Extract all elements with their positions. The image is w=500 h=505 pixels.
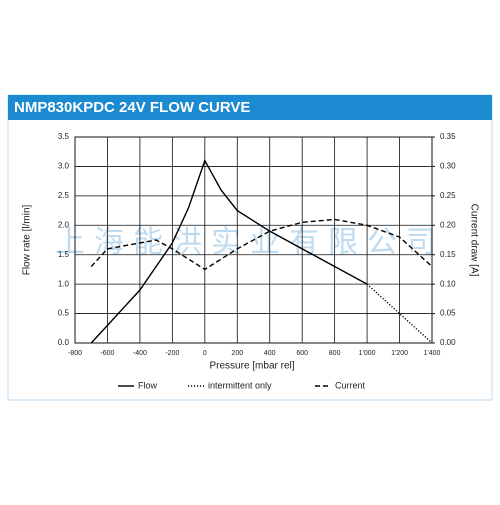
y-tick-label: 1.0 (58, 279, 70, 288)
x-tick-label: 1'000 (359, 350, 376, 357)
watermark: 上海能洪实业有限公司 (55, 226, 445, 259)
x-tick-label: -400 (133, 350, 147, 357)
y-tick-label: 1.5 (58, 250, 70, 259)
x-tick-label: 400 (264, 350, 276, 357)
x-tick-label: 800 (329, 350, 341, 357)
y2-tick-label: 0.30 (440, 162, 456, 171)
y-tick-label: 2.5 (58, 191, 70, 200)
y2-tick-label: 0.25 (440, 191, 456, 200)
x-tick-label: 200 (231, 350, 243, 357)
x-tick-label: -800 (68, 350, 82, 357)
y2-tick-label: 0.35 (440, 132, 456, 141)
legend-label: Current (335, 380, 366, 390)
series-line (366, 283, 433, 344)
legend-label: intermittent only (208, 380, 272, 390)
x-axis-label: Pressure [mbar rel] (209, 361, 294, 372)
y2-tick-label: 0.05 (440, 309, 456, 318)
x-tick-label: 0 (203, 350, 207, 357)
x-tick-label: -600 (100, 350, 114, 357)
chart-title: NMP830KPDC 24V FLOW CURVE (14, 99, 250, 116)
series-line (90, 218, 433, 271)
x-tick-label: -200 (165, 350, 179, 357)
y2-tick-label: 0.00 (440, 338, 456, 347)
x-tick-label: 1'200 (391, 350, 408, 357)
y-axis-label: Flow rate [l/min] (22, 204, 33, 275)
legend-label: Flow (138, 380, 158, 390)
y2-axis-label: Current draw [A] (468, 204, 479, 277)
y-tick-label: 0.5 (58, 309, 70, 318)
y2-tick-label: 0.10 (440, 279, 456, 288)
y2-tick-label: 0.20 (440, 220, 456, 229)
y2-tick-label: 0.15 (440, 250, 456, 259)
x-tick-label: 1'400 (424, 350, 441, 357)
y-tick-label: 2.0 (58, 220, 70, 229)
plot-border (74, 136, 433, 344)
y-tick-label: 0.0 (58, 338, 70, 347)
series-line (90, 158, 368, 344)
y-tick-label: 3.0 (58, 162, 70, 171)
y-tick-label: 3.5 (58, 132, 70, 141)
x-tick-label: 600 (296, 350, 308, 357)
title-bar (8, 95, 492, 120)
